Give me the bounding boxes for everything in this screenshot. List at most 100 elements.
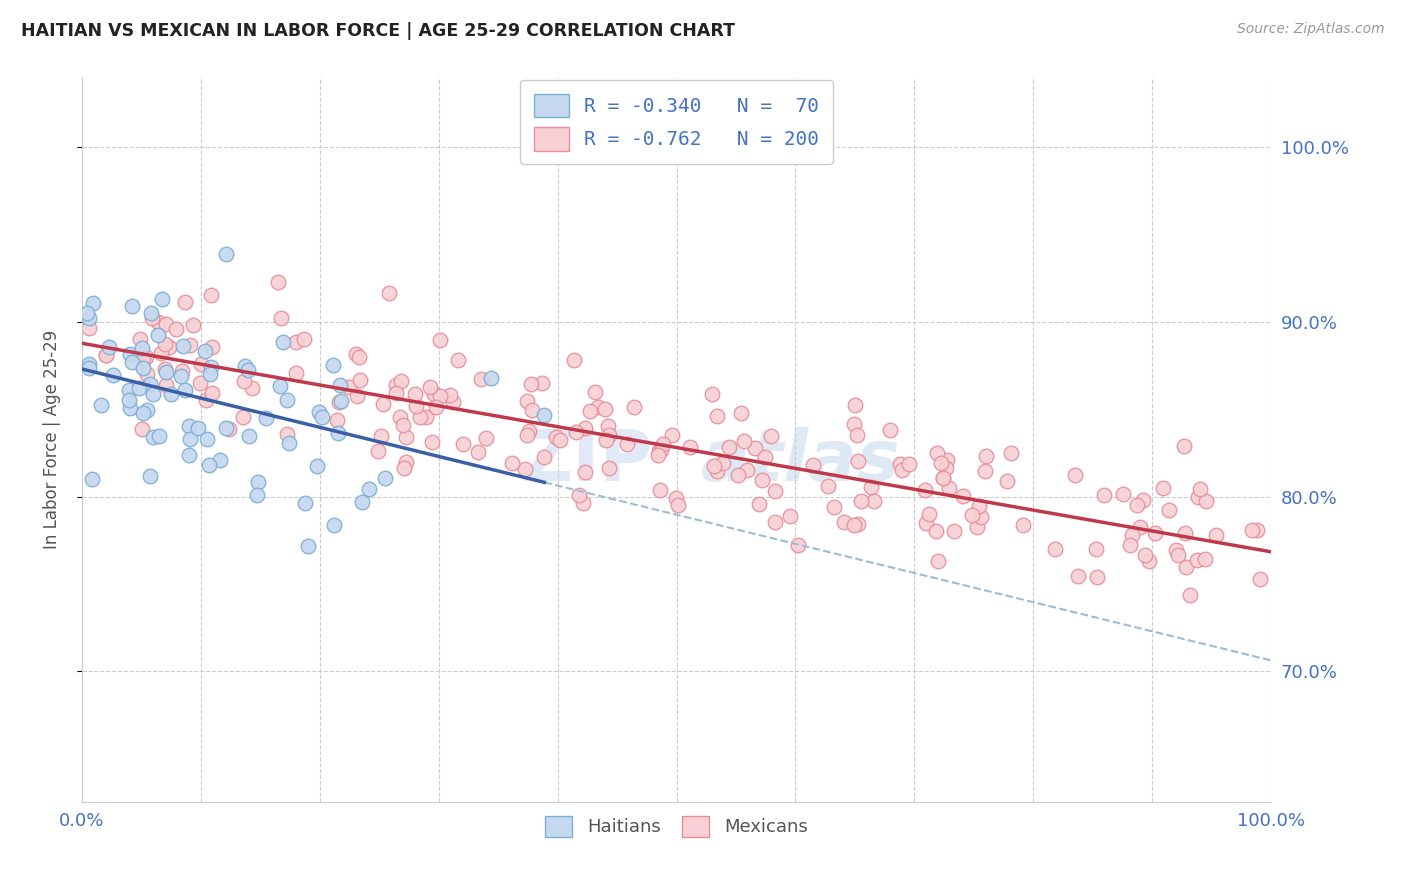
Point [284,366,307,380]
Point [1000,446,1022,460]
Point [661,428,683,442]
Point [194,343,217,358]
Point [328,394,350,409]
Point [727,468,749,483]
Point [1126,498,1149,512]
Point [851,494,873,508]
Point [1143,526,1166,541]
Point [931,470,953,484]
Point [845,428,868,442]
Point [700,387,723,401]
Text: HAITIAN VS MEXICAN IN LABOR FORCE | AGE 25-29 CORRELATION CHART: HAITIAN VS MEXICAN IN LABOR FORCE | AGE … [21,22,735,40]
Point [118,383,141,397]
Point [711,456,734,470]
Point [384,386,406,401]
Point [598,460,620,475]
Point [517,424,540,438]
Point [995,475,1018,489]
Point [389,375,412,389]
Point [1085,570,1108,584]
Point [218,422,240,436]
Point [754,450,776,465]
Point [744,441,766,455]
Point [323,517,346,532]
Point [1129,520,1152,534]
Point [238,363,260,377]
Point [1084,541,1107,556]
Point [172,339,194,353]
Point [170,364,193,378]
Point [181,318,204,332]
Point [385,378,408,392]
Point [650,443,672,458]
Point [245,488,267,502]
Point [254,411,277,425]
Point [718,440,741,454]
Point [844,517,866,532]
Point [943,524,966,538]
Point [238,429,260,443]
Point [1173,439,1195,453]
Point [533,408,555,422]
Point [475,431,498,445]
Point [848,517,870,532]
Point [371,397,394,411]
Point [170,368,193,383]
Point [863,494,886,508]
Point [322,358,344,372]
Point [453,437,475,451]
Point [308,405,330,419]
Point [405,399,427,413]
Point [160,387,183,401]
Point [392,418,415,433]
Point [848,454,870,468]
Point [520,403,543,417]
Text: atlas: atlas [700,427,900,496]
Point [1188,483,1211,497]
Point [190,357,212,371]
Point [77,311,100,326]
Point [779,509,801,524]
Point [960,508,983,523]
Point [647,448,669,462]
Point [394,460,416,475]
Point [128,381,150,395]
Point [135,367,157,381]
Point [703,458,725,473]
Point [155,365,177,379]
Point [929,456,952,470]
Point [409,410,432,425]
Point [564,425,586,439]
Point [664,491,686,505]
Point [292,332,315,346]
Point [118,346,141,360]
Point [155,377,177,392]
Point [394,430,416,444]
Point [118,393,141,408]
Point [516,393,538,408]
Point [135,350,157,364]
Point [1012,518,1035,533]
Point [470,372,492,386]
Point [131,422,153,436]
Point [595,434,617,448]
Point [1174,526,1197,541]
Point [516,427,538,442]
Point [441,395,464,409]
Point [623,401,645,415]
Point [415,409,437,424]
Point [969,510,991,524]
Point [215,246,238,260]
Point [586,400,609,414]
Point [194,393,217,408]
Point [311,410,333,425]
Point [733,434,755,449]
Point [131,341,153,355]
Point [269,379,291,393]
Text: ZIP: ZIP [520,427,652,496]
Point [174,383,197,397]
Point [501,456,523,470]
Point [187,421,209,435]
Point [242,381,264,395]
Point [276,393,298,408]
